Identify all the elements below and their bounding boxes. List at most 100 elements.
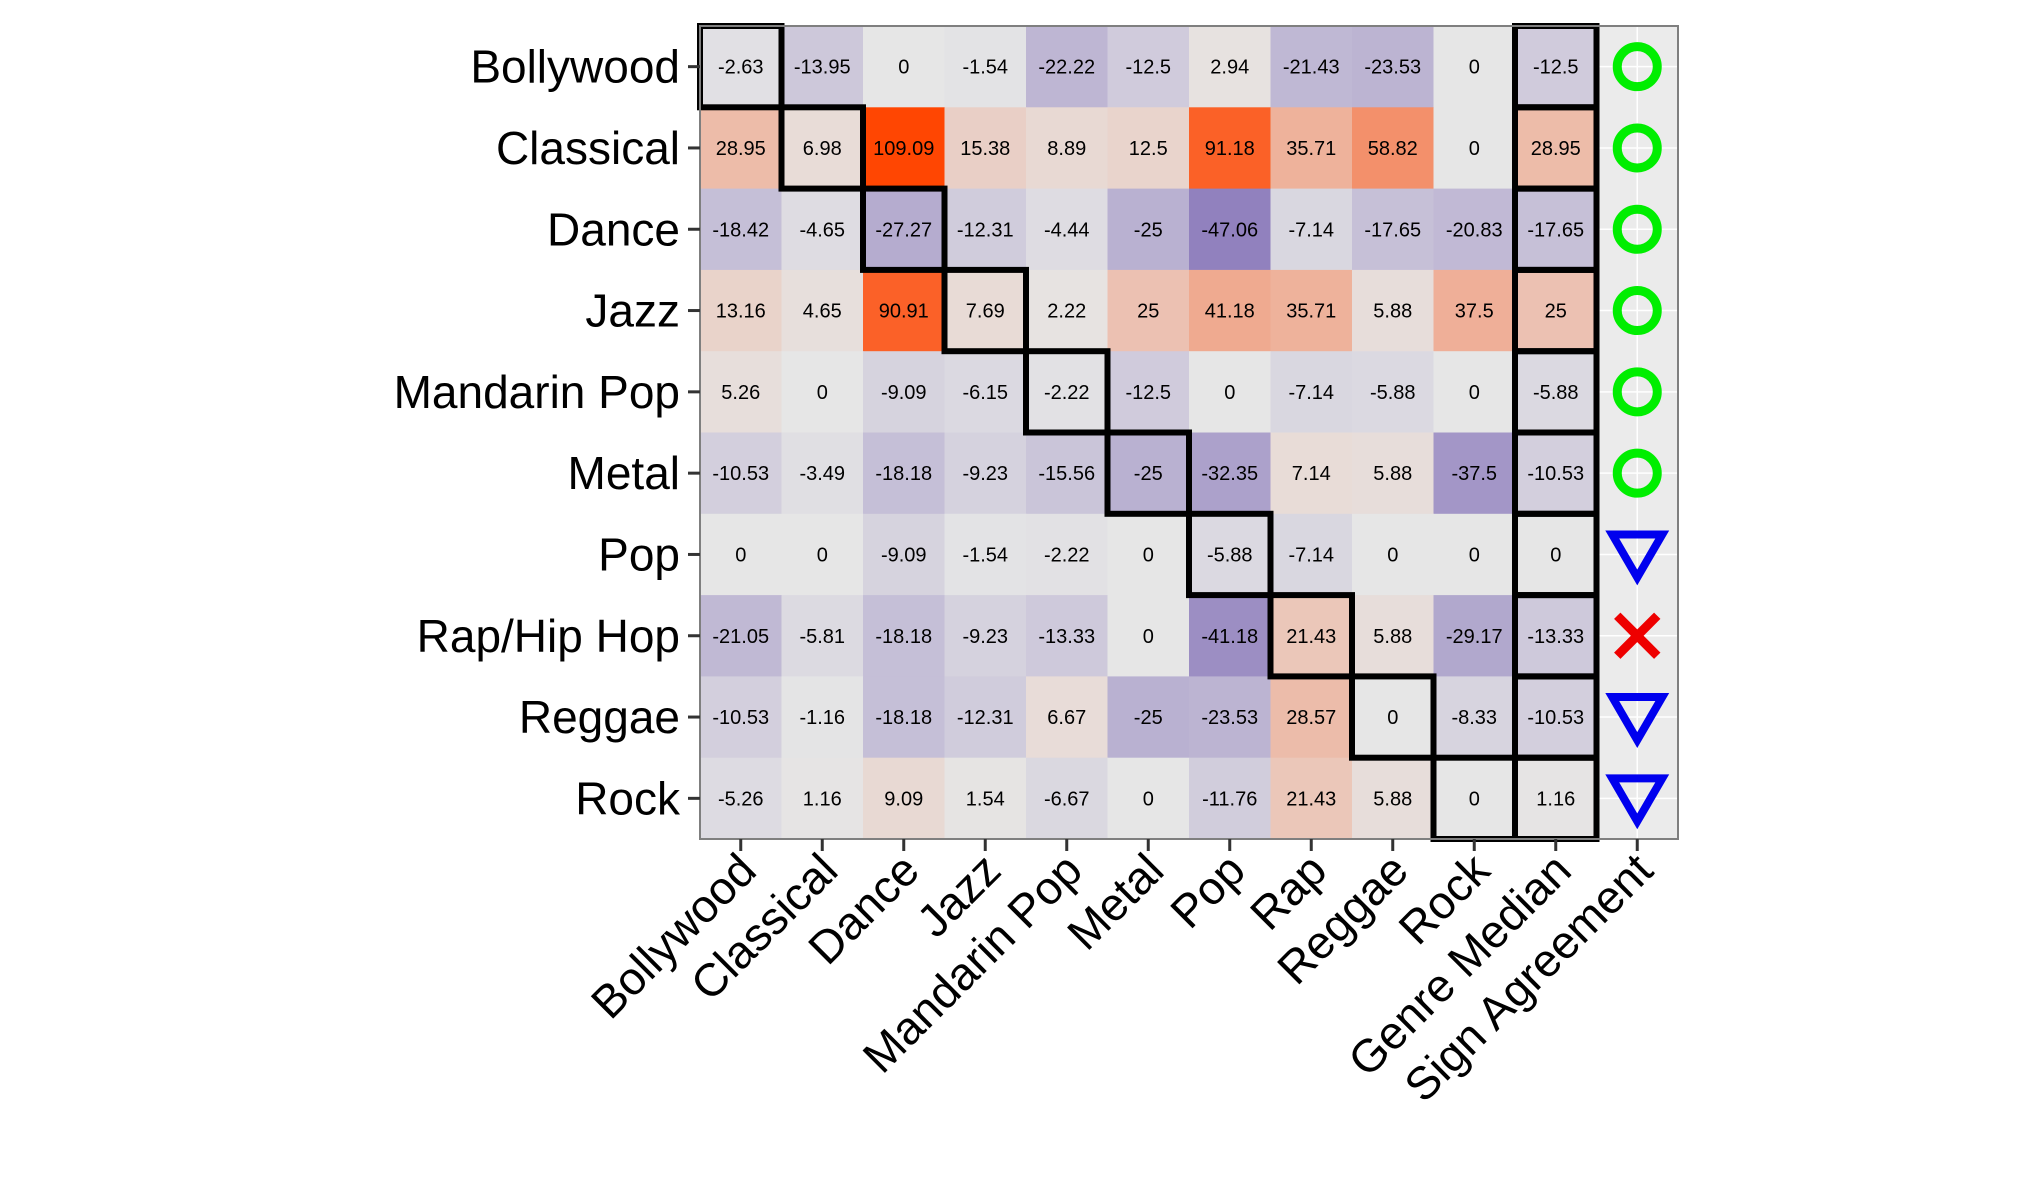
cell-value-label: 25	[1137, 301, 1159, 323]
diagonal-highlight-box	[860, 185, 948, 273]
cell-value-label: 90.91	[879, 301, 929, 323]
cell-value-label: -4.65	[799, 219, 845, 241]
heatmap-cell	[944, 269, 1027, 352]
heatmap-cell	[1352, 757, 1434, 840]
cell-value-label: -12.31	[957, 707, 1014, 729]
cell-value-label: -12.5	[1533, 57, 1579, 79]
cell-value-label: 0	[1469, 544, 1480, 566]
heatmap-cell	[1515, 595, 1597, 677]
heatmap-cell	[700, 676, 782, 759]
heatmap-cell	[1433, 757, 1516, 840]
cell-value-label: 0	[1550, 544, 1561, 566]
heatmap-cell	[1433, 513, 1516, 596]
cell-value-label: -4.44	[1044, 219, 1090, 241]
cell-value-label: -1.54	[962, 57, 1008, 79]
cell-value-label: 37.5	[1455, 301, 1494, 323]
sign-agreement-circle-symbol	[1612, 367, 1662, 417]
cell-value-label: -25	[1134, 219, 1163, 241]
cell-value-label: 1.16	[803, 788, 842, 810]
cell-value-label: 0	[1469, 788, 1480, 810]
cell-value-label: 25	[1545, 301, 1567, 323]
y-tick-label: Classical	[496, 122, 680, 174]
heatmap-cell	[1026, 188, 1108, 271]
cell-value-label: -3.49	[799, 463, 845, 485]
y-tick-label: Mandarin Pop	[394, 366, 680, 418]
heatmap-cell	[1107, 26, 1190, 108]
sign-agreement-circle-symbol	[1612, 123, 1662, 173]
heatmap-cell	[700, 513, 782, 596]
heatmap-cell	[1026, 26, 1108, 108]
cell-value-label: -25	[1134, 463, 1163, 485]
cell-value-label: 109.09	[873, 138, 934, 160]
cell-value-label: 0	[1224, 382, 1235, 404]
heatmap-cell	[1270, 513, 1353, 596]
heatmap-cell	[1107, 432, 1190, 515]
cell-value-label: 21.43	[1286, 626, 1336, 648]
heatmap-cell	[1026, 595, 1108, 677]
heatmap-cell	[1352, 107, 1434, 189]
cell-value-label: 5.88	[1373, 788, 1412, 810]
cell-value-label: -17.65	[1364, 219, 1421, 241]
cell-value-label: -27.27	[875, 219, 932, 241]
cell-value-label: -6.67	[1044, 788, 1090, 810]
sign-agreement-circle-symbol	[1612, 204, 1662, 254]
cell-value-label: -10.53	[1527, 707, 1584, 729]
heatmap-cell	[863, 188, 945, 271]
cell-value-label: 41.18	[1205, 301, 1255, 323]
heatmap-cell	[944, 757, 1027, 840]
heatmap-cell	[1515, 676, 1597, 759]
cell-value-label: 6.98	[803, 138, 842, 160]
cell-value-label: -18.18	[875, 626, 932, 648]
cell-value-label: -12.5	[1125, 382, 1171, 404]
heatmap-cell	[1189, 595, 1271, 677]
cell-value-label: -47.06	[1201, 219, 1258, 241]
y-tick-label: Jazz	[585, 285, 680, 337]
heatmap-cell	[1433, 26, 1516, 108]
cell-value-label: -5.88	[1207, 544, 1253, 566]
diagonal-highlight-box	[1186, 510, 1274, 599]
heatmap-cell	[1352, 26, 1434, 108]
heatmap-cell	[1270, 351, 1353, 433]
cell-value-label: 0	[1469, 382, 1480, 404]
cell-value-label: -10.53	[1527, 463, 1584, 485]
cell-value-label: -7.14	[1288, 382, 1334, 404]
heatmap-cell	[944, 513, 1027, 596]
heatmap-cell	[1352, 188, 1434, 271]
cell-value-label: -13.95	[794, 57, 851, 79]
cell-value-label: 0	[1143, 544, 1154, 566]
cell-value-label: 35.71	[1286, 138, 1336, 160]
heatmap-cell	[781, 269, 864, 352]
heatmap-cell	[700, 351, 782, 433]
heatmap-cell	[1270, 676, 1353, 759]
heatmap-cell	[1515, 757, 1597, 840]
heatmap-cell	[863, 757, 945, 840]
cell-value-label: -5.88	[1370, 382, 1416, 404]
heatmap-cell	[700, 188, 782, 271]
cell-value-label: -9.09	[881, 544, 927, 566]
cell-value-label: 0	[1143, 788, 1154, 810]
cell-value-label: -29.17	[1446, 626, 1503, 648]
y-tick-label: Metal	[568, 447, 680, 499]
heatmap-cell	[1433, 676, 1516, 759]
cell-value-label: -41.18	[1201, 626, 1258, 648]
heatmap-cell	[1515, 432, 1597, 515]
diagonal-highlight-box	[1267, 592, 1355, 680]
heatmap-cell	[1026, 757, 1108, 840]
cell-value-label: 1.16	[1536, 788, 1575, 810]
cell-value-label: -23.53	[1364, 57, 1421, 79]
cell-value-label: -13.33	[1527, 626, 1584, 648]
cell-value-label: 12.5	[1129, 138, 1168, 160]
heatmap-cell	[1107, 107, 1190, 189]
heatmap-cell	[944, 676, 1027, 759]
diagonal-highlight-box	[941, 266, 1029, 355]
heatmap-cell	[1352, 269, 1434, 352]
diagonal-highlight-box	[1349, 673, 1437, 761]
heatmap-cell	[781, 107, 864, 189]
heatmap-cell	[1026, 513, 1108, 596]
cell-value-label: -7.14	[1288, 544, 1334, 566]
cell-value-label: 7.69	[966, 301, 1005, 323]
heatmap-cell	[781, 188, 864, 271]
heatmap-cell	[1026, 269, 1108, 352]
cell-value-label: -25	[1134, 707, 1163, 729]
heatmap-cell	[863, 269, 945, 352]
